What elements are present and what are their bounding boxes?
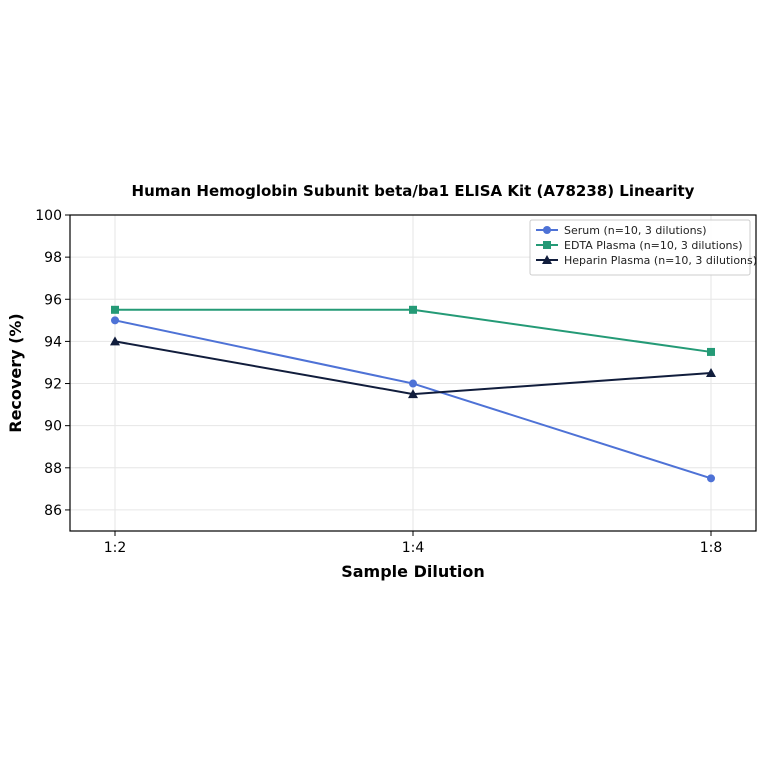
y-tick-label: 98 [44,250,62,266]
data-point [707,474,715,483]
x-axis-label: Sample Dilution [341,562,485,581]
data-point [409,379,417,388]
legend-item: Serum (n=10, 3 dilutions) [536,224,707,237]
x-tick-label: 1:2 [104,540,127,556]
legend-item: EDTA Plasma (n=10, 3 dilutions) [536,239,743,252]
legend-label: EDTA Plasma (n=10, 3 dilutions) [564,239,743,252]
legend-marker [543,241,551,249]
y-tick-label: 88 [44,461,62,477]
x-tick-label: 1:8 [700,540,723,556]
data-point [409,305,417,314]
y-tick-label: 100 [35,208,62,224]
data-point [111,316,119,325]
data-point [707,347,715,356]
legend-label: Heparin Plasma (n=10, 3 dilutions) [564,254,757,267]
y-axis-label: Recovery (%) [6,313,25,432]
series-2 [111,305,715,356]
legend-marker [543,226,551,234]
y-tick-label: 86 [44,503,62,519]
legend: Serum (n=10, 3 dilutions) EDTA Plasma (n=… [529,219,757,276]
chart-title: Human Hemoglobin Subunit beta/ba1 ELISA … [132,182,695,200]
data-point [408,389,418,399]
data-point [111,305,119,314]
legend-marker [542,255,552,264]
y-axis-ticks: 86 88 90 92 94 96 98 100 [35,208,70,519]
legend-box [529,219,751,276]
data-point [110,336,120,346]
y-tick-label: 90 [44,419,62,435]
y-tick-label: 92 [44,377,62,393]
legend-item: Heparin Plasma (n=10, 3 dilutions) [536,254,757,267]
y-tick-label: 94 [44,334,62,350]
series-3 [110,336,716,399]
series-group [110,305,716,483]
y-tick-label: 96 [44,292,62,308]
x-axis-ticks: 1:2 1:4 1:8 [104,531,723,556]
x-tick-label: 1:4 [402,540,425,556]
data-point [706,368,716,377]
series-1 [111,316,715,483]
legend-label: Serum (n=10, 3 dilutions) [564,224,707,237]
